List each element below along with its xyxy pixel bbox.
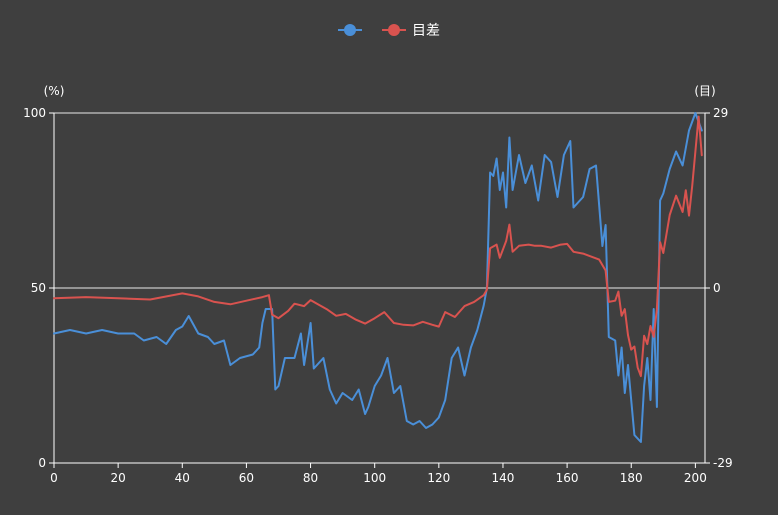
series-line-2: [53, 115, 703, 378]
x-tick-label-1: 20: [110, 471, 125, 485]
legend-marker-series-2: [382, 24, 406, 36]
legend-dot-series-1: [344, 24, 356, 36]
legend-item-series-1[interactable]: [338, 24, 368, 36]
x-tick-label-2: 40: [175, 471, 190, 485]
legend-item-series-2[interactable]: 目差: [382, 20, 440, 40]
label-layer: 0 20 40 60 80 100 120 140 160 180 200 0 50 100 -29 0 29 (…: [23, 84, 733, 485]
y-right-unit-label: (目): [694, 84, 715, 98]
axis-layer: [49, 112, 710, 468]
x-tick-label-0: 0: [50, 471, 58, 485]
series-line-1: [53, 112, 703, 443]
x-tick-label-6: 120: [427, 471, 450, 485]
legend-label-series-2: 目差: [412, 23, 440, 39]
x-tick-label-5: 100: [363, 471, 386, 485]
x-tick-label-10: 200: [684, 471, 707, 485]
y-right-tick-label-2: 29: [713, 106, 728, 120]
x-tick-label-3: 60: [239, 471, 254, 485]
y-right-tick-label-0: -29: [713, 456, 733, 470]
y-right-tick-label-1: 0: [713, 281, 721, 295]
y-left-tick-label-1: 50: [31, 281, 46, 295]
x-tick-label-8: 160: [556, 471, 579, 485]
legend-dot-series-2: [388, 24, 400, 36]
x-tick-label-7: 140: [492, 471, 515, 485]
series-layer: [53, 112, 703, 443]
legend: 目差: [0, 20, 778, 40]
grid-layer: [54, 112, 705, 289]
legend-marker-series-1: [338, 24, 362, 36]
y-left-unit-label: (%): [44, 84, 65, 98]
y-left-tick-label-2: 100: [23, 106, 46, 120]
x-tick-label-4: 80: [303, 471, 318, 485]
x-tick-label-9: 180: [620, 471, 643, 485]
y-left-tick-label-0: 0: [38, 456, 46, 470]
